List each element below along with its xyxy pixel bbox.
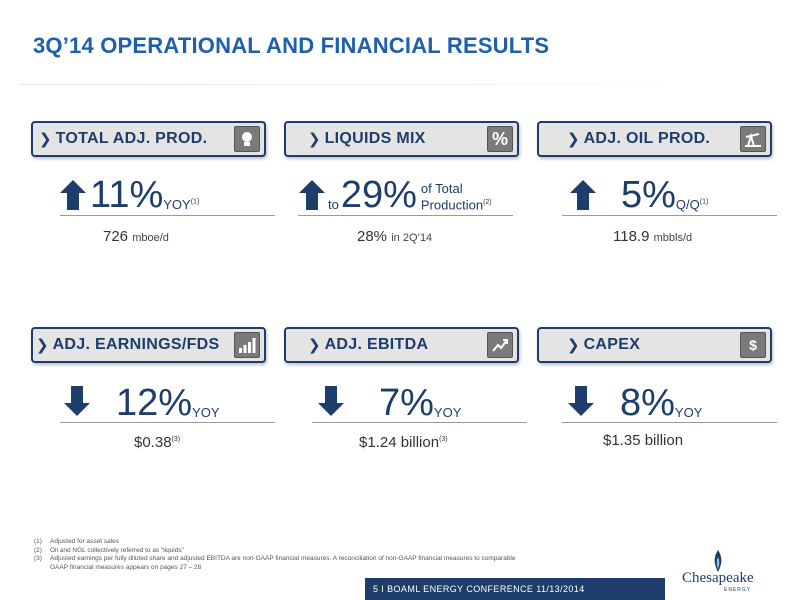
chevron-right-icon: ❯ bbox=[39, 130, 52, 148]
metric-unit: YOY(1) bbox=[163, 197, 200, 212]
metric-detail: 726 mboe/d bbox=[103, 228, 169, 245]
metric-detail: $1.35 billion bbox=[603, 432, 684, 449]
metric-divider bbox=[562, 215, 777, 216]
card-header-adj-earnings: ❯ ADJ. EARNINGS/FDS bbox=[31, 327, 266, 363]
metric-total-adj-prod: 11% YOY(1) bbox=[90, 176, 199, 214]
metric-divider bbox=[60, 215, 275, 216]
chevron-right-icon: ❯ bbox=[308, 336, 321, 354]
down-arrow-icon bbox=[318, 386, 344, 416]
metric-divider bbox=[312, 422, 527, 423]
bar-chart-icon bbox=[234, 332, 260, 358]
chevron-right-icon: ❯ bbox=[567, 130, 580, 148]
card-label: TOTAL ADJ. PROD. bbox=[55, 130, 208, 147]
metric-detail: $1.24 billion(3) bbox=[359, 434, 448, 451]
metric-detail: 118.9 mbbls/d bbox=[613, 228, 693, 245]
card-header-adj-oil-prod: ❯ ADJ. OIL PROD. bbox=[537, 121, 772, 157]
metric-divider bbox=[298, 215, 513, 216]
metric-value: 29% bbox=[340, 174, 417, 216]
invoice-icon: $ bbox=[740, 332, 766, 358]
card-header-capex: ❯ CAPEX $ bbox=[537, 327, 772, 363]
metric-value: 8% bbox=[620, 382, 675, 424]
metric-adj-earnings: 12% YOY bbox=[116, 384, 220, 422]
metric-value: 12% bbox=[116, 382, 193, 424]
metric-unit: of Total Production(2) bbox=[420, 180, 492, 212]
flame-icon bbox=[714, 550, 722, 572]
up-arrow-icon bbox=[299, 180, 325, 210]
chevron-right-icon: ❯ bbox=[308, 130, 321, 148]
footnote: (2) Oil and NGL collectively referred to … bbox=[34, 546, 184, 554]
logo-subtitle: ENERGY bbox=[724, 587, 752, 593]
card-header-liquids-mix: ❯ LIQUIDS MIX % bbox=[284, 121, 519, 157]
metric-divider bbox=[562, 422, 777, 423]
metric-detail: 28% in 2Q’14 bbox=[357, 228, 433, 245]
down-arrow-icon bbox=[64, 386, 90, 416]
metric-capex: 8% YOY bbox=[620, 384, 702, 422]
card-label: ADJ. OIL PROD. bbox=[583, 130, 711, 147]
footnote: (3) Adjusted earnings per fully diluted s… bbox=[34, 555, 516, 562]
metric-value: 7% bbox=[379, 382, 434, 424]
metric-adj-oil-prod: 5% Q/Q(1) bbox=[621, 176, 708, 214]
metric-prefix: to bbox=[328, 197, 339, 212]
footnote: (1) Adjusted for asset sales bbox=[34, 538, 120, 545]
metric-value: 5% bbox=[621, 174, 676, 216]
metric-adj-ebitda: 7% YOY bbox=[379, 384, 461, 422]
oil-pump-icon bbox=[740, 126, 766, 152]
logo-name: Chesapeake bbox=[682, 570, 754, 586]
footer-bar: 5 I BOAML ENERGY CONFERENCE 11/13/2014 bbox=[365, 578, 665, 600]
title-divider bbox=[20, 84, 690, 85]
up-arrow-icon bbox=[60, 180, 86, 210]
lightbulb-icon bbox=[234, 126, 260, 152]
card-header-adj-ebitda: ❯ ADJ. EBITDA bbox=[284, 327, 519, 363]
up-arrow-icon bbox=[570, 180, 596, 210]
page-title: 3Q’14 OPERATIONAL AND FINANCIAL RESULTS bbox=[33, 33, 550, 58]
footnote: GAAP financial measures appears on pages… bbox=[50, 563, 202, 571]
metric-divider bbox=[60, 422, 275, 423]
card-label: ADJ. EBITDA bbox=[324, 336, 429, 353]
card-label: CAPEX bbox=[583, 336, 641, 353]
company-logo: Chesapeake ENERGY bbox=[682, 550, 754, 598]
percent-icon: % bbox=[487, 126, 513, 152]
metric-detail: $0.38(3) bbox=[134, 434, 181, 451]
metric-liquids-mix: to 29% of Total Production(2) bbox=[328, 176, 492, 214]
chevron-right-icon: ❯ bbox=[567, 336, 580, 354]
metric-unit: YOY bbox=[192, 405, 220, 420]
metric-unit: Q/Q(1) bbox=[675, 197, 709, 212]
down-arrow-icon bbox=[568, 386, 594, 416]
metric-unit: YOY bbox=[674, 405, 703, 420]
metric-value: 11% bbox=[90, 174, 164, 216]
chevron-right-icon: ❯ bbox=[36, 336, 49, 354]
metric-unit: YOY bbox=[433, 405, 462, 420]
trend-icon bbox=[487, 332, 513, 358]
card-header-total-adj-prod: ❯ TOTAL ADJ. PROD. bbox=[31, 121, 266, 157]
card-label: ADJ. EARNINGS/FDS bbox=[52, 336, 220, 353]
footnotes: (1) Adjusted for asset sales (2) Oil and N… bbox=[34, 538, 516, 572]
card-label: LIQUIDS MIX bbox=[324, 130, 426, 147]
